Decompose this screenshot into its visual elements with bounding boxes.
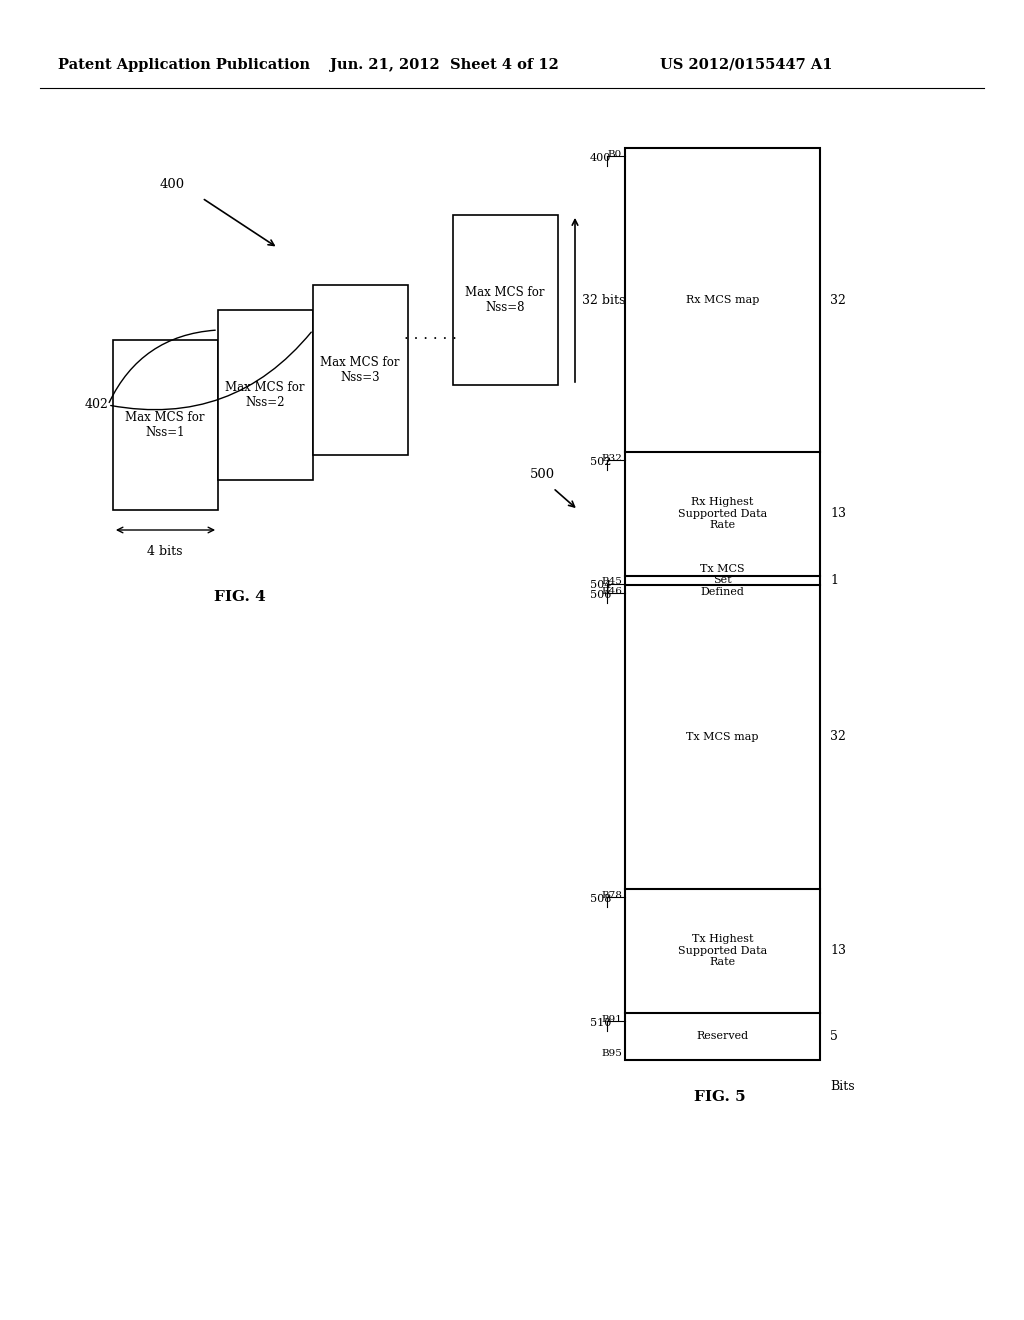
Text: Tx MCS map: Tx MCS map [686,733,759,742]
Text: Patent Application Publication: Patent Application Publication [58,58,310,73]
Text: B95: B95 [601,1049,622,1059]
Text: Reserved: Reserved [696,1031,749,1041]
Text: 510: 510 [590,1018,611,1027]
Text: 32 bits: 32 bits [582,293,626,306]
Text: Max MCS for
Nss=8: Max MCS for Nss=8 [465,286,545,314]
Text: 4 bits: 4 bits [147,545,182,558]
Text: 32: 32 [830,293,846,306]
Text: B32: B32 [601,454,622,463]
Text: . . . . . .: . . . . . . [403,327,457,342]
Text: Tx Highest
Supported Data
Rate: Tx Highest Supported Data Rate [678,935,767,968]
Text: 506: 506 [590,590,611,601]
Text: FIG. 5: FIG. 5 [694,1090,745,1104]
Text: B45: B45 [601,578,622,586]
Text: 500: 500 [530,469,555,482]
Text: Max MCS for
Nss=2: Max MCS for Nss=2 [225,381,305,409]
Text: 508: 508 [590,894,611,904]
Text: 400: 400 [590,153,611,162]
Text: B91: B91 [601,1015,622,1023]
Text: FIG. 4: FIG. 4 [214,590,266,605]
Text: Jun. 21, 2012  Sheet 4 of 12: Jun. 21, 2012 Sheet 4 of 12 [330,58,559,73]
Text: Tx MCS
Set
Defined: Tx MCS Set Defined [700,564,744,597]
Text: 400: 400 [160,178,185,191]
Text: 1: 1 [830,574,838,587]
Text: Rx Highest
Supported Data
Rate: Rx Highest Supported Data Rate [678,498,767,531]
Text: 504: 504 [590,581,611,590]
Text: 402: 402 [85,399,109,412]
Bar [113,341,218,510]
Text: Bits: Bits [830,1080,855,1093]
Text: Max MCS for
Nss=3: Max MCS for Nss=3 [321,356,399,384]
Text: B46: B46 [601,587,622,597]
Text: 5: 5 [830,1030,838,1043]
Text: B0: B0 [608,150,622,158]
Text: B78: B78 [601,891,622,900]
Text: 13: 13 [830,944,846,957]
Text: 502: 502 [590,457,611,467]
Bar [313,285,408,455]
Bar [218,310,313,480]
Text: US 2012/0155447 A1: US 2012/0155447 A1 [660,58,833,73]
Text: Rx MCS map: Rx MCS map [686,294,759,305]
Text: 32: 32 [830,730,846,743]
Bar [625,148,820,1060]
Bar [453,215,558,385]
Text: Max MCS for
Nss=1: Max MCS for Nss=1 [125,411,205,440]
Text: 13: 13 [830,507,846,520]
